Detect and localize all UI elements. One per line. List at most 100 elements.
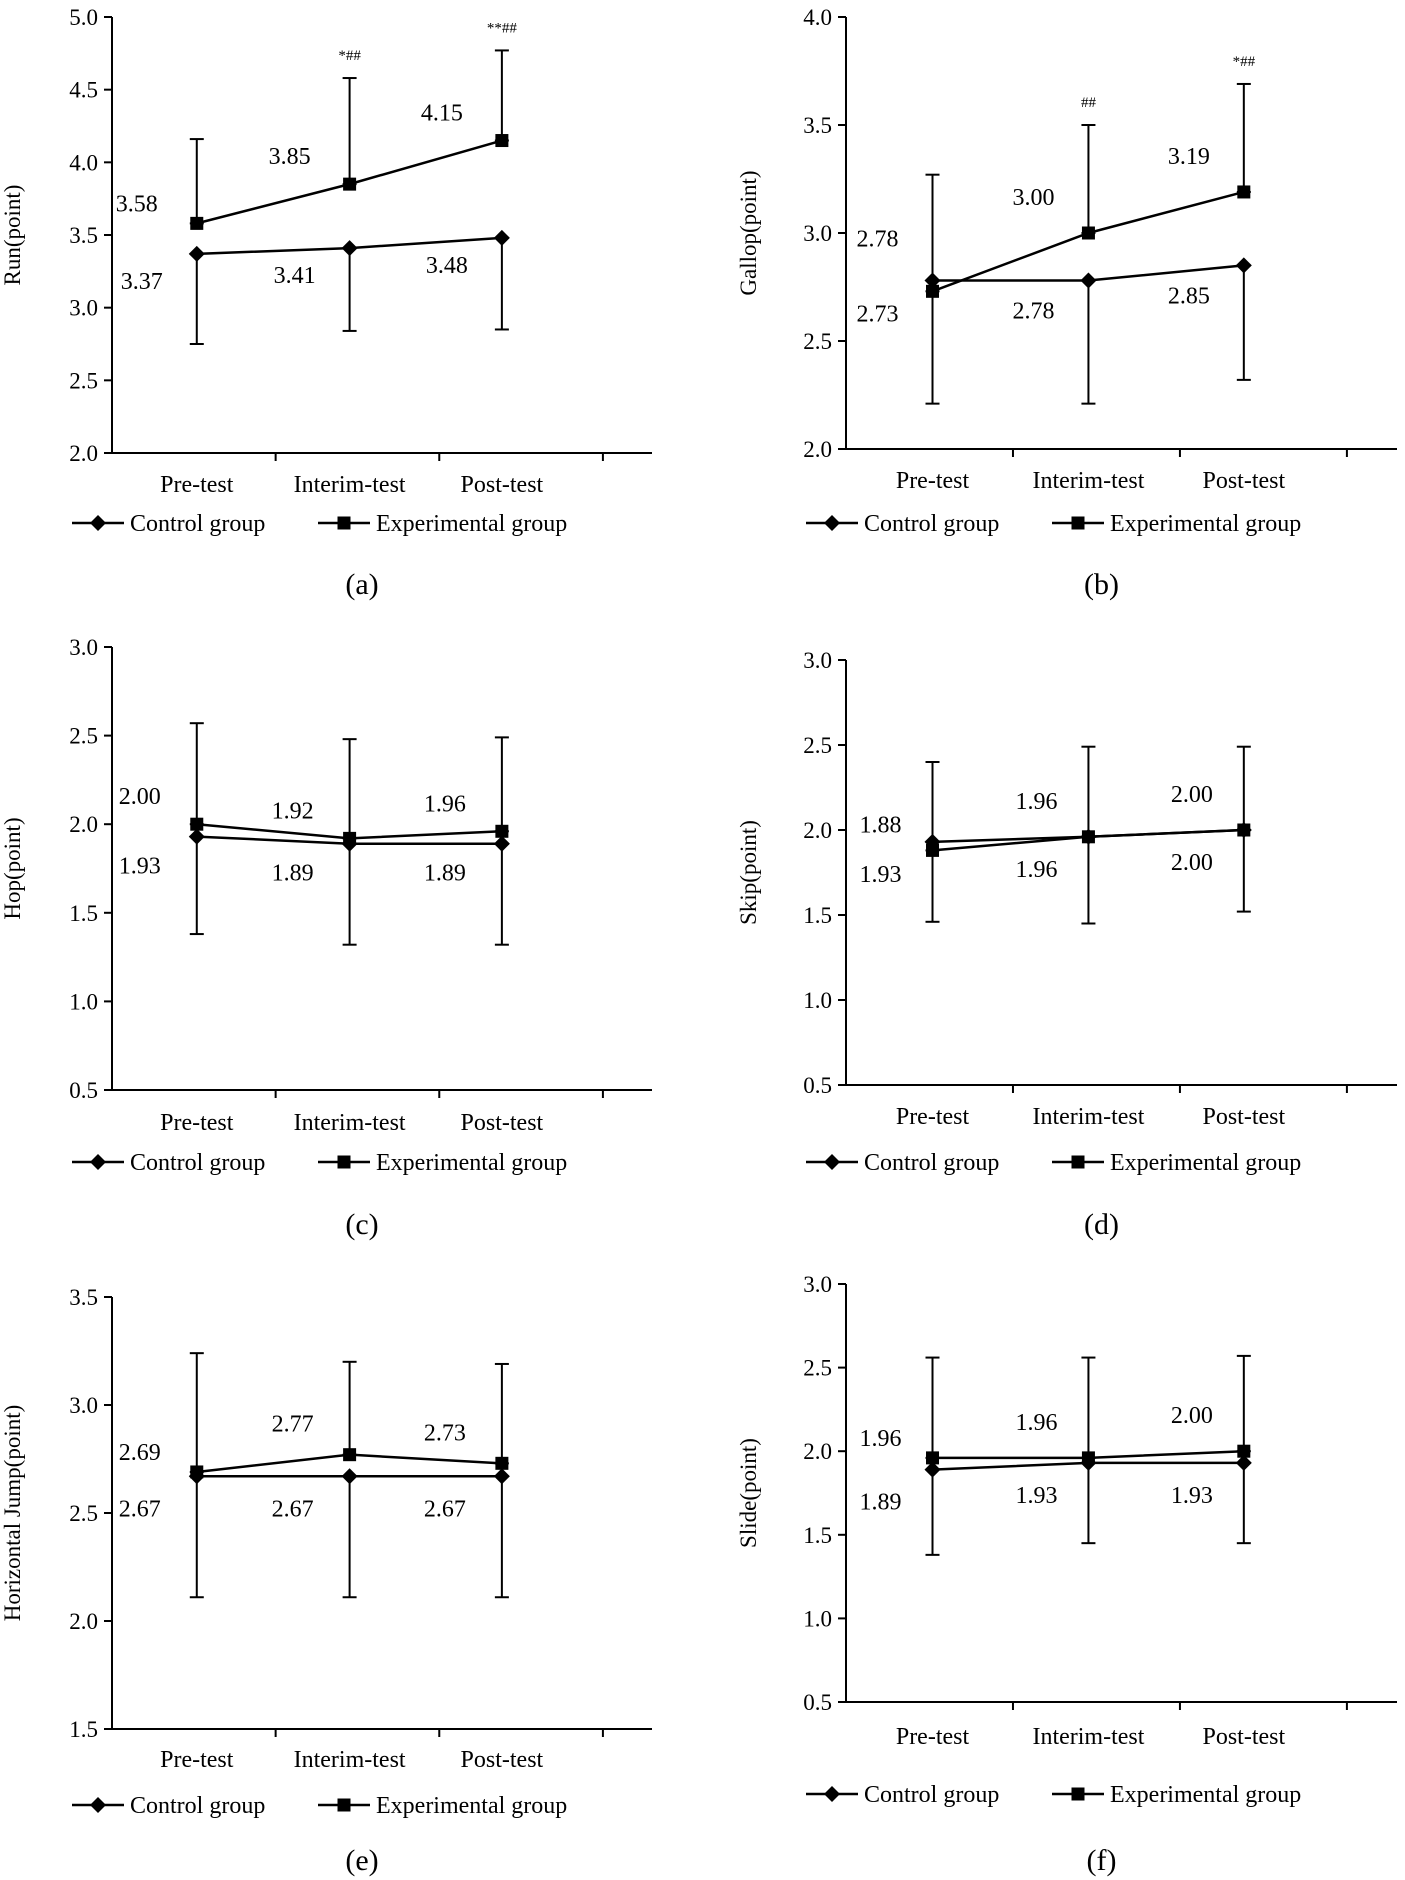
data-label: 2.77 — [272, 1412, 314, 1438]
legend-diamond-icon — [824, 1786, 840, 1802]
legend-label: Control group — [130, 511, 265, 537]
x-tick-label: Interim-test — [294, 472, 406, 498]
experimental-point — [495, 134, 509, 148]
y-tick-label: 3.5 — [69, 223, 98, 248]
data-label: 3.48 — [426, 253, 468, 279]
experimental-point — [1237, 185, 1251, 199]
data-label: 3.37 — [121, 269, 163, 295]
y-tick-label: 4.0 — [803, 5, 832, 30]
legend: Control group Experimental group — [806, 1150, 1301, 1176]
control-point — [188, 245, 205, 262]
y-tick-label: 1.5 — [803, 1523, 832, 1548]
data-label: 4.15 — [421, 101, 463, 127]
x-tick-label: Pre-test — [160, 472, 234, 498]
experimental-point — [343, 1448, 357, 1462]
experimental-point — [495, 824, 509, 838]
legend-diamond-icon — [90, 515, 106, 531]
y-tick-label: 2.5 — [69, 1501, 98, 1526]
y-tick-label: 1.5 — [803, 903, 832, 928]
y-tick-label: 2.0 — [69, 1609, 98, 1634]
experimental-point — [343, 831, 357, 845]
control-point — [1080, 272, 1097, 289]
experimental-point — [1081, 226, 1095, 240]
control-point — [493, 1468, 510, 1485]
data-label: 1.96 — [424, 791, 466, 817]
legend-label: Experimental group — [1110, 1782, 1301, 1808]
data-label: 1.89 — [424, 861, 466, 887]
chart-panel-1: 2.0 2.5 3.0 3.5 4.0 4.5 5.0 Pre-test Interim-tes… — [0, 5, 652, 601]
y-axis-label: Horizontal Jump(point) — [0, 1405, 25, 1622]
data-label: 3.58 — [116, 191, 158, 217]
legend-label: Control group — [864, 1782, 999, 1808]
control-point — [188, 828, 205, 845]
experimental-point — [190, 817, 204, 831]
x-tick-label: Pre-test — [160, 1110, 234, 1136]
y-tick-label: 0.5 — [803, 1690, 832, 1715]
y-tick-label: 3.0 — [69, 635, 98, 660]
y-tick-label: 2.5 — [803, 329, 832, 354]
data-label: 1.89 — [860, 1490, 902, 1516]
y-tick-label: 2.5 — [69, 724, 98, 749]
data-label: 1.89 — [272, 861, 314, 887]
y-tick-label: 2.0 — [69, 812, 98, 837]
control-point — [341, 240, 358, 257]
control-point — [924, 1461, 941, 1478]
chart-panel-6: 0.5 1.0 1.5 2.0 2.5 3.0 Pre-test Interim-test Po… — [736, 1272, 1397, 1877]
x-tick-label: Post-test — [461, 1747, 544, 1773]
legend-label: Experimental group — [1110, 1150, 1301, 1176]
data-label: 1.88 — [860, 812, 902, 838]
chart-panel-2: 2.0 2.5 3.0 3.5 4.0 Pre-test Interim-test Post-… — [736, 5, 1397, 601]
significance-marker: *## — [338, 48, 361, 64]
x-tick-label: Interim-test — [294, 1110, 406, 1136]
legend-square-icon — [337, 516, 351, 530]
data-label: 1.93 — [860, 862, 902, 888]
experimental-point — [926, 284, 940, 298]
y-axis-label: Slide(point) — [736, 1438, 761, 1548]
legend-label: Experimental group — [376, 511, 567, 537]
experimental-point — [926, 1451, 940, 1465]
data-label: 2.00 — [1171, 1403, 1213, 1429]
x-tick-label: Post-test — [1202, 1724, 1285, 1750]
experimental-point — [1081, 1451, 1095, 1465]
data-label: 3.85 — [269, 144, 311, 170]
legend: Control group Experimental group — [72, 1793, 567, 1819]
legend-square-icon — [1071, 1155, 1085, 1169]
y-tick-label: 2.5 — [803, 733, 832, 758]
experimental-point — [495, 1456, 509, 1470]
legend-label: Control group — [130, 1793, 265, 1819]
y-tick-label: 2.0 — [803, 818, 832, 843]
y-tick-label: 3.5 — [803, 113, 832, 138]
data-label: 1.96 — [1015, 1410, 1057, 1436]
y-tick-label: 1.0 — [803, 1606, 832, 1631]
panel-caption: (f) — [1087, 1844, 1117, 1877]
y-tick-label: 2.0 — [803, 437, 832, 462]
panel-caption: (a) — [345, 568, 378, 601]
y-tick-label: 3.0 — [803, 221, 832, 246]
legend-diamond-icon — [824, 515, 840, 531]
legend: Control group Experimental group — [72, 511, 567, 537]
x-tick-label: Post-test — [1202, 468, 1285, 494]
legend: Control group Experimental group — [72, 1150, 567, 1176]
chart-panel-5: 1.5 2.0 2.5 3.0 3.5 Pre-test Interim-test Post-… — [0, 1285, 652, 1877]
y-tick-label: 3.0 — [803, 648, 832, 673]
panel-caption: (e) — [345, 1844, 378, 1877]
data-label: 2.67 — [119, 1496, 161, 1522]
significance-marker: *## — [1233, 54, 1256, 70]
legend-label: Experimental group — [1110, 511, 1301, 537]
y-tick-label: 2.5 — [69, 368, 98, 393]
y-axis-label: Run(point) — [0, 185, 25, 286]
x-tick-label: Pre-test — [896, 1724, 970, 1750]
data-label: 2.00 — [119, 784, 161, 810]
x-tick-label: Pre-test — [896, 468, 970, 494]
legend-square-icon — [1071, 516, 1085, 530]
x-tick-label: Interim-test — [1032, 1724, 1144, 1750]
experimental-point — [190, 216, 204, 230]
x-tick-label: Post-test — [461, 1110, 544, 1136]
y-tick-label: 0.5 — [803, 1073, 832, 1098]
data-label: 3.41 — [274, 263, 316, 289]
legend-diamond-icon — [824, 1154, 840, 1170]
experimental-point — [1237, 823, 1251, 837]
data-label: 2.78 — [857, 227, 899, 253]
legend-label: Control group — [864, 1150, 999, 1176]
